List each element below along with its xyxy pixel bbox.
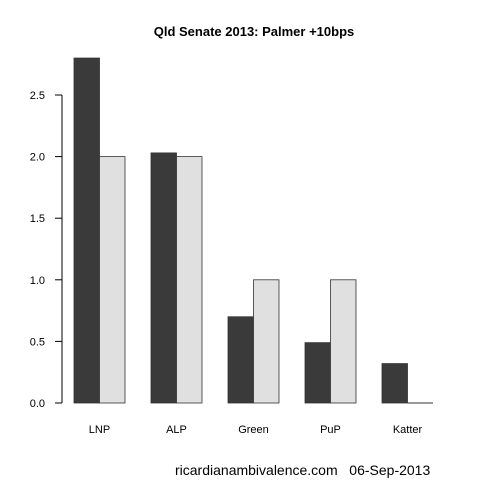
y-axis: 0.0 0.5 1.0 1.5 2.0 2.5 [30, 90, 63, 410]
category-label: ALP [166, 424, 187, 436]
footer-caption: ricardianambivalence.com 06-Sep-2013 [175, 462, 430, 478]
bar-alp-series-1 [150, 152, 177, 404]
y-tick-label: 0.0 [30, 398, 45, 410]
category-label: Katter [393, 424, 423, 436]
bars [73, 57, 433, 404]
category-label: LNP [89, 424, 110, 436]
bar-green-series-2 [253, 279, 280, 404]
category-label: Green [238, 424, 269, 436]
y-tick-label: 2.0 [30, 152, 45, 164]
category-label: PuP [320, 424, 341, 436]
y-tick-label: 1.5 [30, 213, 45, 225]
x-axis-labels: LNP ALP Green PuP Katter [89, 424, 423, 436]
y-tick-label: 2.5 [30, 90, 45, 102]
bar-lnp-series-1 [73, 57, 100, 404]
y-tick-label: 0.5 [30, 336, 45, 348]
bar-katter-series-1 [381, 363, 408, 404]
bar-alp-series-2 [176, 156, 203, 404]
bar-lnp-series-2 [99, 156, 126, 404]
bar-pup-series-1 [304, 342, 331, 404]
bar-green-series-1 [227, 316, 254, 404]
bar-pup-series-2 [330, 279, 357, 404]
chart-title: Qld Senate 2013: Palmer +10bps [154, 24, 355, 39]
y-tick-label: 1.0 [30, 275, 45, 287]
